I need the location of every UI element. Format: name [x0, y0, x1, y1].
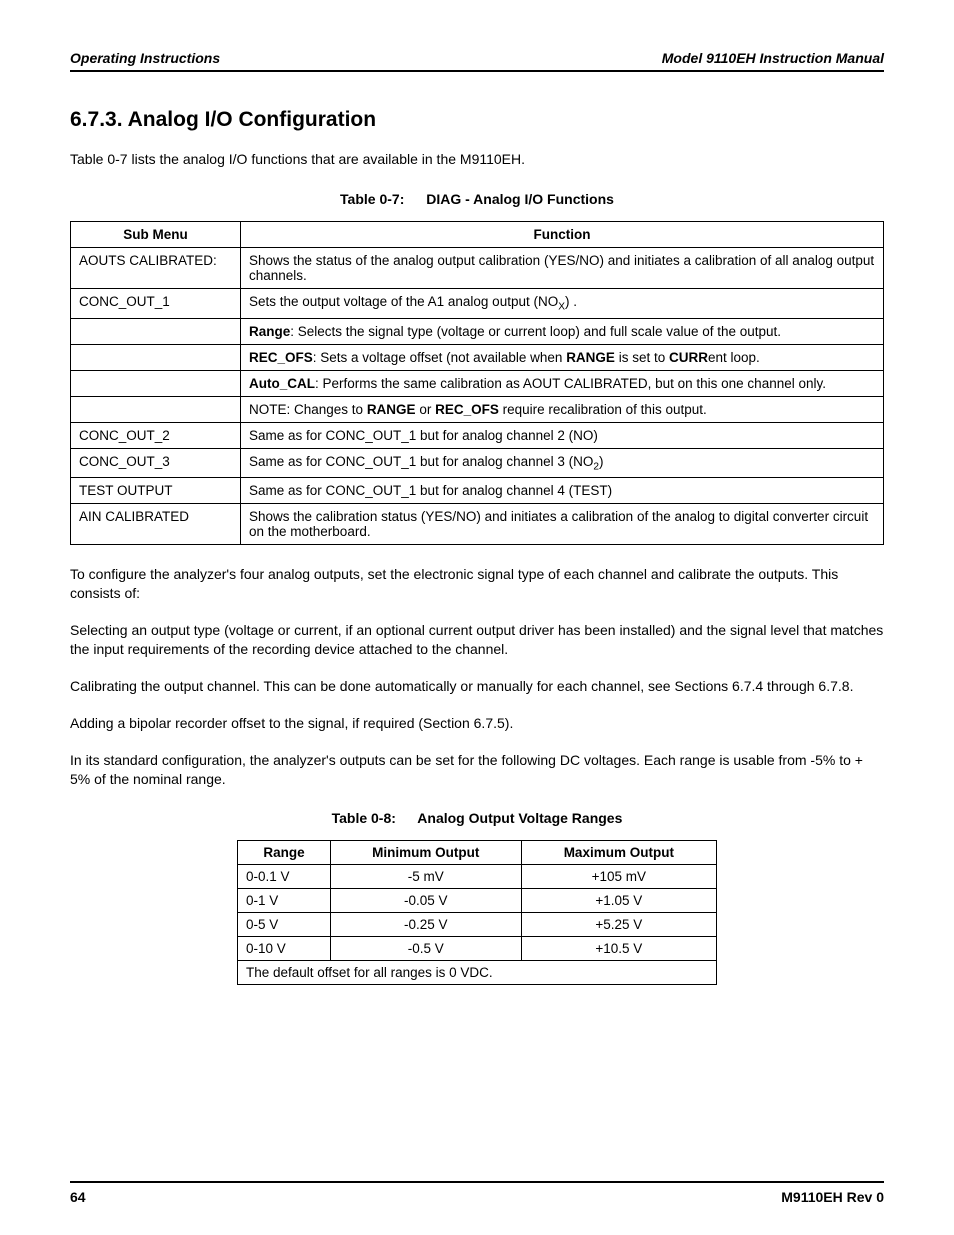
body-paragraph: Selecting an output type (voltage or cur…: [70, 621, 884, 659]
body-paragraph: Calibrating the output channel. This can…: [70, 677, 884, 696]
cell-min: -5 mV: [330, 865, 521, 889]
page-container: Operating Instructions Model 9110EH Inst…: [0, 0, 954, 1235]
text: or: [416, 402, 436, 417]
text: ent loop.: [708, 350, 760, 365]
col-sub-menu: Sub Menu: [71, 221, 241, 247]
bold-text: Range: [249, 324, 290, 339]
header-right: Model 9110EH Instruction Manual: [662, 50, 884, 66]
text: Sets the output voltage of the A1 analog…: [249, 294, 558, 309]
table-row: TEST OUTPUT Same as for CONC_OUT_1 but f…: [71, 478, 884, 504]
body-paragraph: In its standard configuration, the analy…: [70, 751, 884, 789]
cell-empty: [71, 370, 241, 396]
table-row: 0-5 V -0.25 V +5.25 V: [238, 913, 717, 937]
table1-caption: Table 0-7: DIAG - Analog I/O Functions: [70, 191, 884, 207]
bold-text: CURR: [669, 350, 708, 365]
intro-paragraph: Table 0-7 lists the analog I/O functions…: [70, 150, 884, 169]
cell-func: Range: Selects the signal type (voltage …: [241, 318, 884, 344]
table-row: REC_OFS: Sets a voltage offset (not avai…: [71, 344, 884, 370]
bold-text: Auto_CAL: [249, 376, 315, 391]
cell-empty: [71, 344, 241, 370]
bold-text: RANGE: [566, 350, 615, 365]
text: is set to: [615, 350, 669, 365]
cell-range: 0-5 V: [238, 913, 331, 937]
header-left: Operating Instructions: [70, 50, 220, 66]
text: : Sets a voltage offset (not available w…: [313, 350, 566, 365]
table-row: CONC_OUT_1 Sets the output voltage of th…: [71, 288, 884, 318]
cell-func: NOTE: Changes to RANGE or REC_OFS requir…: [241, 396, 884, 422]
cell-max: +105 mV: [521, 865, 716, 889]
cell-footnote: The default offset for all ranges is 0 V…: [238, 961, 717, 985]
section-title-text: Analog I/O Configuration: [128, 108, 376, 131]
cell-menu: CONC_OUT_1: [71, 288, 241, 318]
cell-range: 0-10 V: [238, 937, 331, 961]
cell-max: +5.25 V: [521, 913, 716, 937]
cell-menu: CONC_OUT_2: [71, 422, 241, 448]
cell-range: 0-0.1 V: [238, 865, 331, 889]
table-footnote-row: The default offset for all ranges is 0 V…: [238, 961, 717, 985]
table2-caption-title: Analog Output Voltage Ranges: [417, 810, 622, 826]
cell-func: Shows the status of the analog output ca…: [241, 247, 884, 288]
cell-func: REC_OFS: Sets a voltage offset (not avai…: [241, 344, 884, 370]
text: NOTE: Changes to: [249, 402, 367, 417]
footer-page-number: 64: [70, 1189, 86, 1205]
cell-func: Sets the output voltage of the A1 analog…: [241, 288, 884, 318]
footer-revision: M9110EH Rev 0: [781, 1189, 884, 1205]
table-row: CONC_OUT_2 Same as for CONC_OUT_1 but fo…: [71, 422, 884, 448]
table-row: 0-10 V -0.5 V +10.5 V: [238, 937, 717, 961]
text: : Selects the signal type (voltage or cu…: [290, 324, 781, 339]
bold-text: REC_OFS: [435, 402, 499, 417]
cell-menu: AIN CALIBRATED: [71, 504, 241, 545]
page-header: Operating Instructions Model 9110EH Inst…: [70, 50, 884, 72]
cell-empty: [71, 318, 241, 344]
cell-func: Same as for CONC_OUT_1 but for analog ch…: [241, 478, 884, 504]
table-row: Range: Selects the signal type (voltage …: [71, 318, 884, 344]
table-row: NOTE: Changes to RANGE or REC_OFS requir…: [71, 396, 884, 422]
text: ): [599, 454, 604, 469]
text: Same as for CONC_OUT_1 but for analog ch…: [249, 454, 593, 469]
table-row: AIN CALIBRATED Shows the calibration sta…: [71, 504, 884, 545]
cell-menu: CONC_OUT_3: [71, 448, 241, 478]
table-row: Auto_CAL: Performs the same calibration …: [71, 370, 884, 396]
section-heading: 6.7.3. Analog I/O Configuration: [70, 108, 884, 132]
body-paragraph: To configure the analyzer's four analog …: [70, 565, 884, 603]
cell-range: 0-1 V: [238, 889, 331, 913]
text: require recalibration of this output.: [499, 402, 707, 417]
subscript: X: [558, 302, 565, 313]
table-header-row: Range Minimum Output Maximum Output: [238, 841, 717, 865]
body-paragraph: Adding a bipolar recorder offset to the …: [70, 714, 884, 733]
table2-caption: Table 0-8: Analog Output Voltage Ranges: [70, 810, 884, 826]
table-row: CONC_OUT_3 Same as for CONC_OUT_1 but fo…: [71, 448, 884, 478]
bold-text: RANGE: [367, 402, 416, 417]
table2-caption-label: Table 0-8:: [332, 810, 396, 826]
table1-caption-title: DIAG - Analog I/O Functions: [426, 191, 614, 207]
table1-caption-label: Table 0-7:: [340, 191, 404, 207]
section-number: 6.7.3.: [70, 108, 123, 131]
col-max: Maximum Output: [521, 841, 716, 865]
page-footer: 64 M9110EH Rev 0: [70, 1181, 884, 1205]
cell-func: Shows the calibration status (YES/NO) an…: [241, 504, 884, 545]
col-function: Function: [241, 221, 884, 247]
table-row: AOUTS CALIBRATED: Shows the status of th…: [71, 247, 884, 288]
cell-max: +1.05 V: [521, 889, 716, 913]
cell-menu: TEST OUTPUT: [71, 478, 241, 504]
cell-min: -0.5 V: [330, 937, 521, 961]
text: ) .: [565, 294, 577, 309]
cell-max: +10.5 V: [521, 937, 716, 961]
table-header-row: Sub Menu Function: [71, 221, 884, 247]
col-range: Range: [238, 841, 331, 865]
bold-text: REC_OFS: [249, 350, 313, 365]
col-min: Minimum Output: [330, 841, 521, 865]
cell-func: Auto_CAL: Performs the same calibration …: [241, 370, 884, 396]
table-analog-io-functions: Sub Menu Function AOUTS CALIBRATED: Show…: [70, 221, 884, 545]
table-row: 0-1 V -0.05 V +1.05 V: [238, 889, 717, 913]
text: : Performs the same calibration as AOUT …: [315, 376, 826, 391]
cell-empty: [71, 396, 241, 422]
table-voltage-ranges: Range Minimum Output Maximum Output 0-0.…: [237, 840, 717, 985]
cell-min: -0.25 V: [330, 913, 521, 937]
cell-func: Same as for CONC_OUT_1 but for analog ch…: [241, 422, 884, 448]
cell-min: -0.05 V: [330, 889, 521, 913]
table-row: 0-0.1 V -5 mV +105 mV: [238, 865, 717, 889]
cell-func: Same as for CONC_OUT_1 but for analog ch…: [241, 448, 884, 478]
cell-menu: AOUTS CALIBRATED:: [71, 247, 241, 288]
